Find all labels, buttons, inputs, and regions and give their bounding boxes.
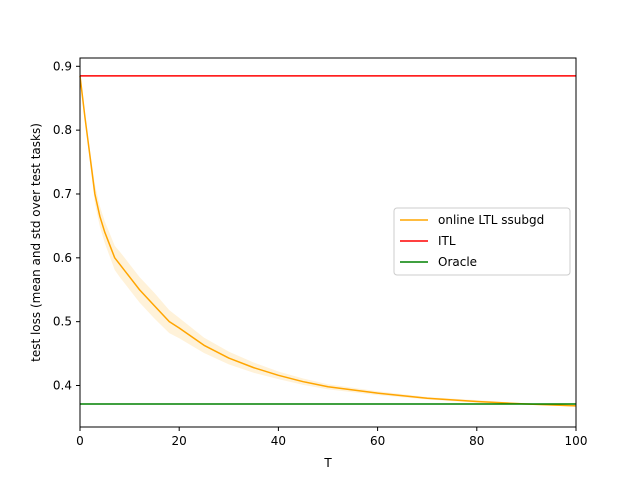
y-tick-label: 0.4 bbox=[53, 379, 72, 393]
x-tick-label: 60 bbox=[370, 434, 385, 448]
x-tick-label: 100 bbox=[565, 434, 588, 448]
series-layer bbox=[79, 75, 577, 407]
legend-label: ITL bbox=[438, 234, 456, 248]
x-tick-label: 80 bbox=[469, 434, 484, 448]
y-axis-label: test loss (mean and std over test tasks) bbox=[29, 123, 43, 362]
legend-label: Oracle bbox=[438, 255, 477, 269]
y-tick-label: 0.5 bbox=[53, 315, 72, 329]
legend-box bbox=[393, 207, 571, 276]
x-axis-ticks: 0 20 40 60 80 100 bbox=[76, 427, 587, 448]
x-tick-label: 20 bbox=[172, 434, 187, 448]
series-line-0 bbox=[79, 75, 577, 407]
x-tick-label: 40 bbox=[271, 434, 286, 448]
x-tick-label: 0 bbox=[76, 434, 84, 448]
legend: online LTL ssubgd ITL Oracle bbox=[393, 207, 571, 276]
legend-label: online LTL ssubgd bbox=[438, 213, 544, 227]
y-tick-label: 0.6 bbox=[53, 251, 72, 265]
plot-frame bbox=[79, 57, 577, 428]
y-tick-label: 0.7 bbox=[53, 187, 72, 201]
y-tick-label: 0.8 bbox=[53, 123, 72, 137]
y-axis-ticks: 0.4 0.5 0.6 0.7 0.8 0.9 bbox=[53, 59, 80, 393]
x-axis-label: T bbox=[323, 456, 332, 470]
y-tick-label: 0.9 bbox=[53, 59, 72, 73]
